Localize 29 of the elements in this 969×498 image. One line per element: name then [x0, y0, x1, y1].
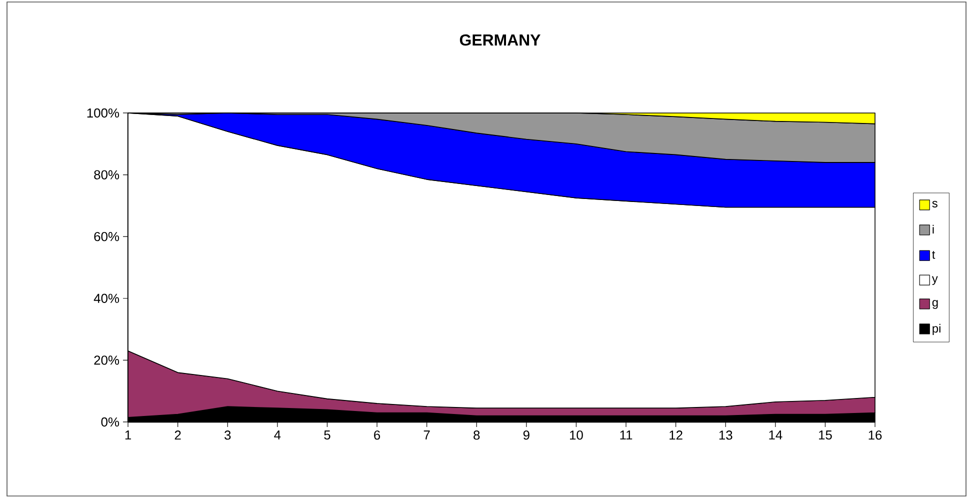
y-tick-label: 0% [101, 417, 120, 427]
x-tick-label: 6 [374, 430, 380, 440]
legend-label: i [932, 224, 934, 234]
y-tick-label: 60% [94, 232, 120, 242]
y-tick-label: 20% [94, 356, 120, 365]
x-tick-label: 12 [670, 430, 682, 440]
x-tick-label: 15 [818, 430, 832, 440]
x-tick-label: 14 [769, 430, 782, 440]
y-tick-label: 80% [94, 170, 120, 180]
x-tick-label: 9 [523, 430, 530, 440]
legend-label: s [932, 200, 938, 208]
legend-label: pi [932, 324, 940, 336]
x-tick-label: 8 [474, 430, 480, 440]
chart-title: GERMANY [460, 34, 540, 46]
y-tick-label: 40% [94, 294, 120, 303]
legend-label: y [932, 276, 938, 285]
x-tick-label: 10 [570, 430, 583, 440]
x-tick-label: 1 [125, 430, 131, 440]
y-tick-label: 100% [87, 108, 120, 118]
x-tick-label: 13 [719, 430, 732, 440]
x-tick-label: 2 [174, 430, 181, 440]
x-tick-label: 11 [620, 430, 632, 440]
x-tick-label: 5 [324, 430, 330, 440]
legend-label: g [932, 300, 938, 309]
x-tick-label: 7 [424, 430, 430, 440]
legend-label: t [932, 250, 936, 259]
x-tick-label: 3 [224, 430, 231, 440]
x-tick-label: 16 [868, 430, 882, 440]
x-tick-label: 4 [274, 430, 281, 440]
